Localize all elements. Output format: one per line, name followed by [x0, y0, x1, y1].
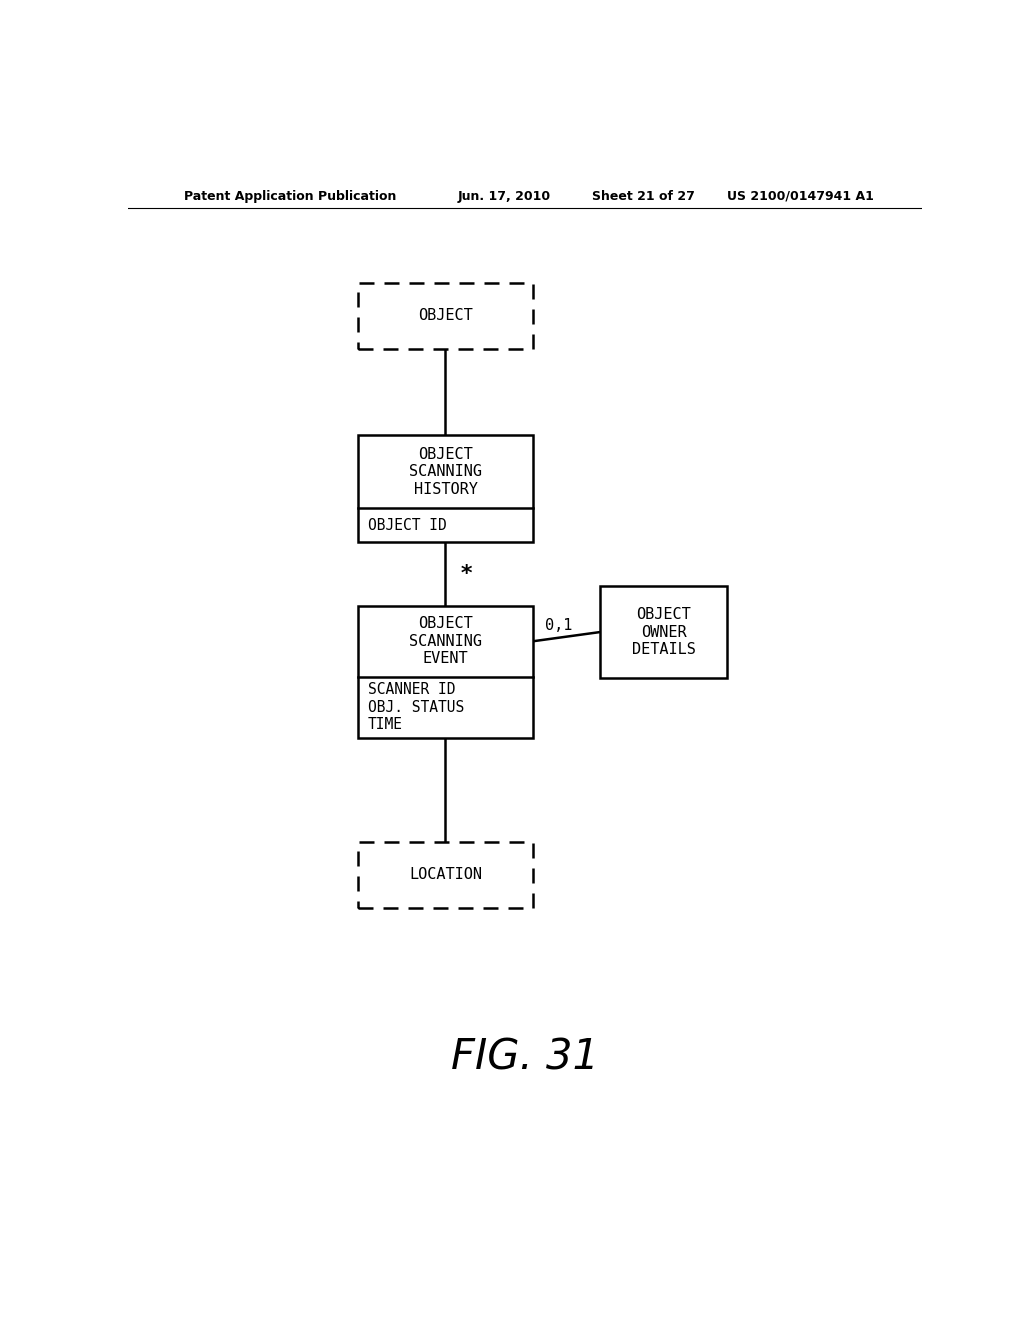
Text: OBJECT: OBJECT — [418, 309, 473, 323]
Text: US 2100/0147941 A1: US 2100/0147941 A1 — [727, 190, 874, 202]
Bar — [600, 586, 727, 677]
Text: LOCATION: LOCATION — [409, 867, 482, 883]
Text: OBJECT ID: OBJECT ID — [368, 517, 446, 532]
Text: Sheet 21 of 27: Sheet 21 of 27 — [592, 190, 695, 202]
Text: OBJECT
SCANNING
HISTORY: OBJECT SCANNING HISTORY — [409, 446, 482, 496]
Bar — [358, 606, 532, 738]
Text: 0,1: 0,1 — [545, 618, 572, 634]
Bar — [358, 436, 532, 543]
Text: Patent Application Publication: Patent Application Publication — [183, 190, 396, 202]
Bar — [358, 282, 532, 348]
Text: Jun. 17, 2010: Jun. 17, 2010 — [458, 190, 551, 202]
Text: OBJECT
OWNER
DETAILS: OBJECT OWNER DETAILS — [632, 607, 695, 657]
Text: SCANNER ID
OBJ. STATUS
TIME: SCANNER ID OBJ. STATUS TIME — [368, 682, 464, 733]
Text: FIG. 31: FIG. 31 — [451, 1038, 599, 1078]
Text: OBJECT
SCANNING
EVENT: OBJECT SCANNING EVENT — [409, 616, 482, 667]
Bar — [358, 842, 532, 908]
Text: *: * — [460, 564, 473, 583]
